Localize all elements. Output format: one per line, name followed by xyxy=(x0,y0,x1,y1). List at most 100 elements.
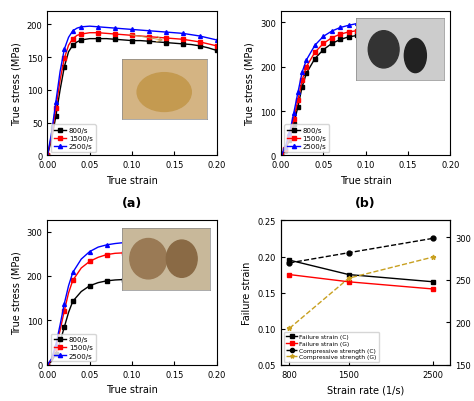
Y-axis label: True stress (MPa): True stress (MPa) xyxy=(245,42,255,126)
2500/s xyxy=(57,70,63,75)
800/s xyxy=(45,363,50,367)
Line: 1500/s: 1500/s xyxy=(279,29,393,158)
Line: 2500/s: 2500/s xyxy=(279,22,384,158)
2500/s xyxy=(112,241,118,246)
2500/s xyxy=(197,244,202,249)
1500/s xyxy=(380,33,385,38)
2500/s xyxy=(283,146,288,150)
800/s xyxy=(87,37,92,42)
800/s xyxy=(371,35,377,40)
1500/s xyxy=(104,32,109,37)
2500/s xyxy=(155,240,160,245)
1500/s xyxy=(172,37,177,42)
2500/s xyxy=(45,154,50,158)
1500/s xyxy=(53,107,59,111)
1500/s xyxy=(112,32,118,37)
1500/s xyxy=(45,154,50,158)
X-axis label: True strain: True strain xyxy=(106,175,158,185)
2500/s xyxy=(137,28,143,33)
2500/s xyxy=(146,29,152,34)
Line: 2500/s: 2500/s xyxy=(46,240,202,367)
Line: 1500/s: 1500/s xyxy=(46,32,219,158)
1500/s xyxy=(172,256,177,261)
800/s xyxy=(163,279,169,284)
800/s xyxy=(329,42,335,47)
1500/s xyxy=(329,36,335,41)
800/s xyxy=(180,43,186,47)
2500/s xyxy=(66,284,72,288)
2500/s xyxy=(189,243,194,248)
1500/s xyxy=(180,257,186,262)
1500/s xyxy=(87,259,92,264)
2500/s xyxy=(312,44,318,49)
Y-axis label: Failure strain: Failure strain xyxy=(242,261,252,324)
Line: 800/s: 800/s xyxy=(279,34,401,158)
1500/s xyxy=(78,266,84,271)
Failure strain (G) xyxy=(287,273,292,277)
800/s xyxy=(346,35,352,40)
2500/s xyxy=(329,30,335,34)
1500/s xyxy=(95,31,101,36)
1500/s xyxy=(283,147,288,152)
Compressive strength (C) xyxy=(346,251,352,255)
Legend: 800/s, 1500/s, 2500/s: 800/s, 1500/s, 2500/s xyxy=(51,125,96,153)
2500/s xyxy=(355,22,360,27)
800/s xyxy=(121,277,127,282)
Compressive strength (C) xyxy=(287,261,292,265)
2500/s xyxy=(74,26,80,31)
Legend: 800/s, 1500/s, 2500/s: 800/s, 1500/s, 2500/s xyxy=(51,334,96,361)
Legend: Failure strain (C), Failure strain (G), Compressive strength (C), Compressive st: Failure strain (C), Failure strain (G), … xyxy=(284,332,379,362)
2500/s xyxy=(155,30,160,35)
800/s xyxy=(172,279,177,284)
2500/s xyxy=(172,31,177,36)
1500/s xyxy=(112,251,118,256)
1500/s xyxy=(197,41,202,45)
2500/s xyxy=(112,26,118,31)
1500/s xyxy=(295,98,301,103)
2500/s xyxy=(189,33,194,38)
1500/s xyxy=(180,38,186,43)
1500/s xyxy=(70,278,76,283)
2500/s xyxy=(62,301,67,306)
1500/s xyxy=(189,39,194,44)
800/s xyxy=(74,41,80,45)
Failure strain (G) xyxy=(346,279,352,284)
1500/s xyxy=(45,363,50,367)
2500/s xyxy=(104,26,109,31)
Legend: 800/s, 1500/s, 2500/s: 800/s, 1500/s, 2500/s xyxy=(284,125,329,153)
2500/s xyxy=(172,241,177,246)
800/s xyxy=(172,42,177,47)
800/s xyxy=(303,72,309,77)
Line: Compressive strength (G): Compressive strength (G) xyxy=(287,255,436,331)
Text: (a): (a) xyxy=(122,196,142,209)
Failure strain (C) xyxy=(346,273,352,277)
800/s xyxy=(121,38,127,43)
2500/s xyxy=(87,249,92,254)
1500/s xyxy=(303,65,309,70)
Line: Compressive strength (C): Compressive strength (C) xyxy=(287,236,436,266)
2500/s xyxy=(363,21,368,26)
Compressive strength (G) xyxy=(430,255,436,260)
Compressive strength (G) xyxy=(287,326,292,331)
2500/s xyxy=(121,27,127,32)
Compressive strength (C) xyxy=(430,236,436,241)
2500/s xyxy=(346,24,352,28)
Failure strain (C) xyxy=(287,258,292,263)
2500/s xyxy=(303,59,309,63)
1500/s xyxy=(62,308,67,313)
1500/s xyxy=(146,252,152,257)
800/s xyxy=(66,50,72,55)
2500/s xyxy=(371,22,377,27)
2500/s xyxy=(62,48,67,53)
800/s xyxy=(163,41,169,46)
800/s xyxy=(214,49,219,54)
1500/s xyxy=(137,34,143,39)
1500/s xyxy=(129,34,135,38)
2500/s xyxy=(49,131,55,136)
1500/s xyxy=(155,36,160,41)
800/s xyxy=(197,284,202,288)
2500/s xyxy=(197,34,202,39)
1500/s xyxy=(74,34,80,38)
1500/s xyxy=(62,57,67,62)
800/s xyxy=(312,57,318,62)
